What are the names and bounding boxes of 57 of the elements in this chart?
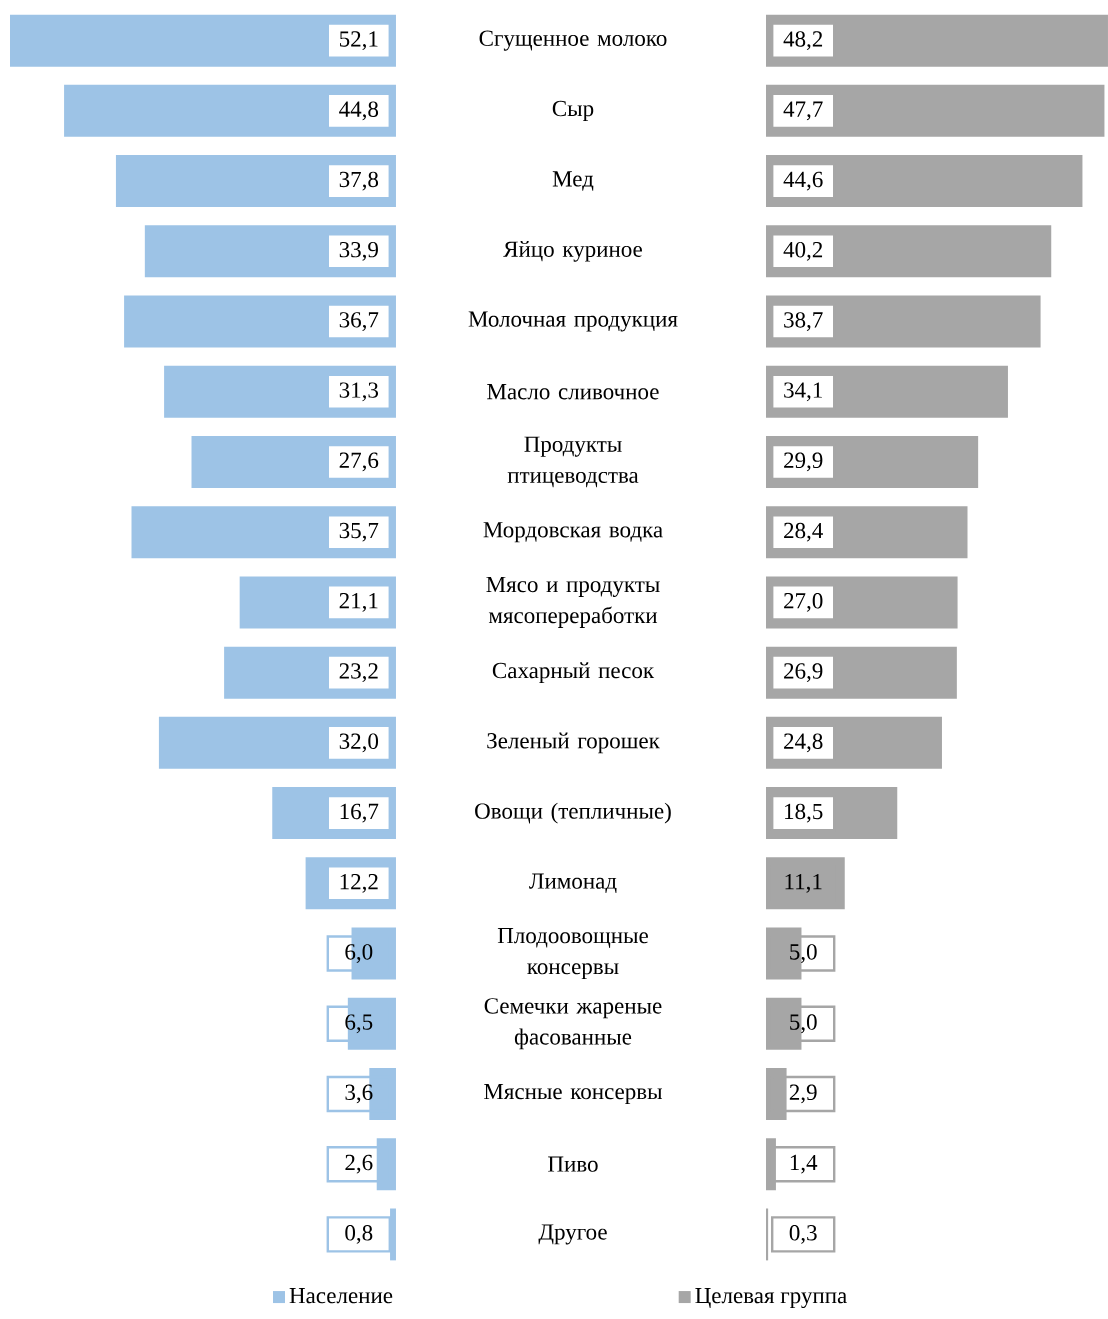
- y-tick-label: Мордовская водка: [483, 522, 663, 543]
- data-label: 40,2: [783, 241, 823, 261]
- y-tick-label: Мед: [552, 171, 594, 191]
- data-label: 52,1: [340, 31, 378, 51]
- y-tick-label: Масло сливочное: [487, 384, 659, 400]
- data-label: 5,0: [790, 1014, 817, 1034]
- data-label: 3,6: [345, 1084, 373, 1104]
- data-label: 0,8: [345, 1225, 373, 1244]
- bar: [766, 1208, 769, 1261]
- legend-label: Население: [289, 1288, 393, 1304]
- data-label: 31,3: [339, 382, 379, 402]
- data-label: 21,1: [339, 593, 378, 612]
- data-label: 6,5: [345, 1014, 373, 1034]
- y-tick-label: Сыр: [552, 100, 594, 121]
- data-label: 44,6: [783, 171, 823, 191]
- y-tick-label: Продукты птицеводства: [507, 436, 639, 488]
- data-label: 12,2: [340, 873, 378, 893]
- data-label: 47,7: [783, 101, 823, 121]
- data-label: 2,6: [345, 1154, 373, 1174]
- data-label: 1,4: [790, 1154, 818, 1174]
- legend-label: Целевая группа: [695, 1288, 847, 1309]
- data-label: 32,0: [339, 733, 379, 753]
- y-tick-label: Семечки жареные фасованные: [484, 998, 662, 1050]
- data-label: 44,8: [339, 101, 379, 121]
- data-label: 16,7: [340, 803, 379, 823]
- y-tick-label: Сгущенное молоко: [479, 30, 667, 51]
- data-label: 18,5: [785, 803, 823, 823]
- data-label: 34,1: [784, 382, 822, 402]
- y-tick-label: Мясо и продукты мясопереработки: [486, 576, 660, 628]
- data-label: 36,7: [339, 312, 379, 331]
- y-tick-label: Сахарный песок: [492, 662, 655, 683]
- y-tick-label: Плодоовощные консервы: [497, 928, 648, 979]
- data-label: 29,9: [784, 452, 823, 472]
- y-tick-label: Овощи (тепличные): [475, 802, 671, 824]
- y-tick-label: Зеленый горошек: [487, 732, 660, 754]
- data-label: 28,4: [784, 522, 823, 542]
- y-tick-label: Мясные консервы: [484, 1084, 663, 1104]
- data-label: 48,2: [783, 31, 823, 51]
- data-label: 37,8: [339, 171, 379, 191]
- y-tick-label: Другое: [538, 1224, 607, 1245]
- data-label: 33,9: [339, 241, 378, 261]
- data-label: 2,9: [789, 1084, 817, 1104]
- data-label: 26,9: [784, 663, 823, 683]
- data-label: 5,0: [790, 944, 817, 963]
- y-tick-label: Молочная продукция: [468, 311, 678, 332]
- data-label: 27,6: [339, 452, 379, 472]
- data-label: 11,1: [785, 873, 822, 893]
- y-tick-label: Пиво: [548, 1156, 598, 1172]
- data-label: 27,0: [784, 593, 823, 612]
- data-label: 0,3: [789, 1225, 817, 1244]
- y-tick-label: Яйцо куриное: [503, 240, 642, 262]
- data-label: 24,8: [784, 733, 823, 753]
- data-label: 6,0: [345, 944, 373, 963]
- data-label: 38,7: [784, 312, 823, 331]
- data-label: 35,7: [339, 522, 379, 542]
- y-tick-label: Лимонад: [529, 873, 617, 894]
- data-label: 23,2: [339, 663, 378, 683]
